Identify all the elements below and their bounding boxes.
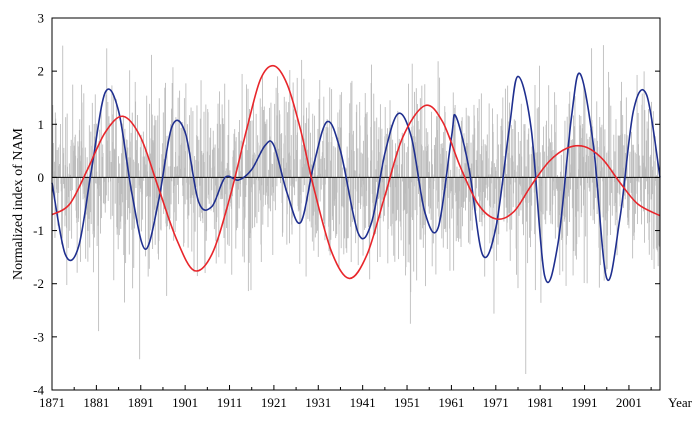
x-tick-label: 1941: [350, 395, 376, 410]
x-tick-label: 1881: [83, 395, 109, 410]
blue-oscillation-line: [51, 72, 661, 284]
x-tick-label: 1981: [527, 395, 553, 410]
y-tick-label: 1: [38, 117, 45, 132]
x-axis-title: Year: [668, 395, 693, 410]
x-tick-label: 1911: [217, 395, 243, 410]
y-tick-label: 3: [38, 11, 45, 26]
x-tick-label: 1901: [172, 395, 198, 410]
x-tick-label: 1871: [39, 395, 65, 410]
red-oscillation-line: [51, 64, 661, 280]
x-tick-label: 1971: [483, 395, 509, 410]
y-tick-label: -1: [33, 223, 44, 238]
tick-layer: 1871 1881 1891 1901 1911 1921 1931 1941 1951 1961…: [33, 11, 660, 410]
y-tick-label: 0: [38, 170, 45, 185]
x-tick-label: 2001: [616, 395, 642, 410]
x-tick-label: 1951: [394, 395, 420, 410]
y-tick-label: -2: [33, 276, 44, 291]
smoothed-series-layer: [51, 64, 661, 284]
x-tick-label: 1921: [261, 395, 287, 410]
x-tick-label: 1891: [128, 395, 154, 410]
plot-frame: [51, 17, 661, 391]
raw-series-layer: [51, 45, 661, 375]
x-tick-label: 1931: [305, 395, 331, 410]
y-tick-label: -4: [33, 383, 44, 398]
x-tick-label: 1991: [572, 395, 598, 410]
y-tick-label: -3: [33, 329, 44, 344]
y-tick-label: 2: [38, 64, 45, 79]
x-tick-label: 1961: [438, 395, 464, 410]
y-axis-title: Normalized index of NAM: [11, 127, 26, 280]
